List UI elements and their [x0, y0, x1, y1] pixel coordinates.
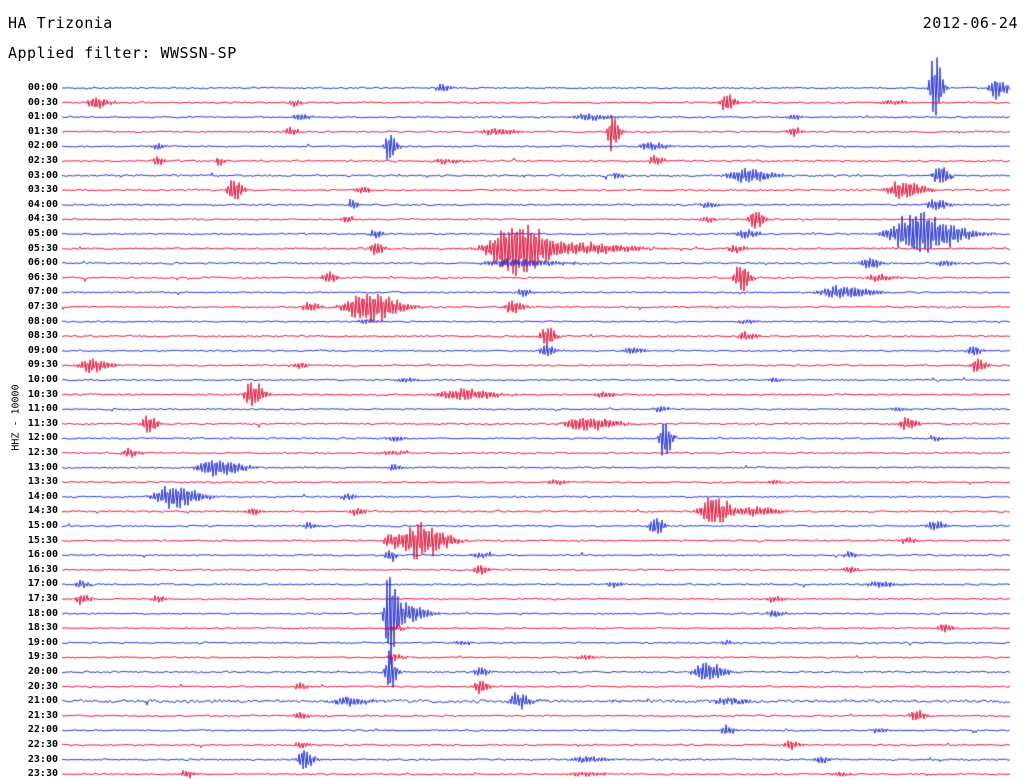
row-time-label: 21:00 [27, 695, 58, 707]
row-time-label: 15:00 [27, 520, 58, 531]
row-time-label: 04:30 [27, 213, 58, 225]
row-time-label: 19:00 [27, 636, 58, 648]
row-time-label: 08:30 [27, 330, 58, 342]
row-time-label: 09:30 [27, 359, 58, 371]
row-time-label: 03:30 [27, 184, 58, 196]
row-time-label: 06:30 [27, 271, 58, 283]
row-time-label: 12:30 [27, 447, 58, 458]
row-time-label: 03:00 [27, 169, 58, 181]
row-time-label: 08:00 [27, 315, 58, 327]
row-time-label: 17:00 [27, 578, 58, 590]
date-label: 2012-06-24 [922, 14, 1018, 32]
row-time-label: 14:00 [27, 490, 58, 502]
row-time-label: 18:00 [27, 607, 58, 619]
row-time-label: 16:00 [27, 549, 58, 561]
row-time-label: 05:30 [27, 242, 58, 254]
row-time-label: 23:30 [27, 768, 58, 780]
row-time-label: 13:00 [27, 461, 58, 473]
row-time-label: 04:00 [27, 198, 58, 210]
station-title: HA Trizonia [8, 14, 113, 32]
row-time-label: 06:00 [27, 257, 58, 269]
row-time-label: 12:00 [27, 432, 58, 444]
row-time-label: 21:30 [27, 709, 58, 721]
row-time-label: 22:30 [27, 739, 58, 750]
row-time-label: 02:30 [27, 155, 58, 166]
row-time-label: 05:00 [27, 228, 58, 239]
row-time-label: 00:00 [27, 82, 58, 93]
row-time-label: 13:30 [27, 476, 58, 488]
row-time-label: 02:00 [27, 140, 58, 152]
row-time-label: 15:30 [27, 534, 58, 546]
row-time-label: 20:00 [27, 666, 58, 677]
row-time-label: 09:00 [27, 344, 58, 356]
row-time-label: 20:30 [27, 680, 58, 692]
row-time-label: 18:30 [27, 622, 58, 634]
row-time-label: 14:30 [27, 505, 58, 517]
row-time-label: 11:00 [27, 403, 58, 415]
row-time-label: 16:30 [27, 563, 58, 575]
row-time-label: 07:00 [27, 286, 58, 298]
row-time-label: 01:30 [27, 125, 58, 137]
row-time-label: 01:00 [27, 111, 58, 123]
row-time-label: 17:30 [27, 593, 58, 604]
row-time-label: 23:00 [27, 753, 58, 765]
row-time-label: 10:30 [27, 388, 58, 400]
row-time-label: 07:30 [27, 301, 58, 312]
row-time-label: 10:00 [27, 374, 58, 385]
row-time-label: 22:00 [27, 724, 58, 736]
row-time-label: 19:30 [27, 651, 58, 663]
applied-filter-label: Applied filter: WWSSN-SP [8, 44, 237, 62]
row-time-label: 11:30 [27, 417, 58, 429]
row-time-label: 00:30 [27, 96, 58, 108]
